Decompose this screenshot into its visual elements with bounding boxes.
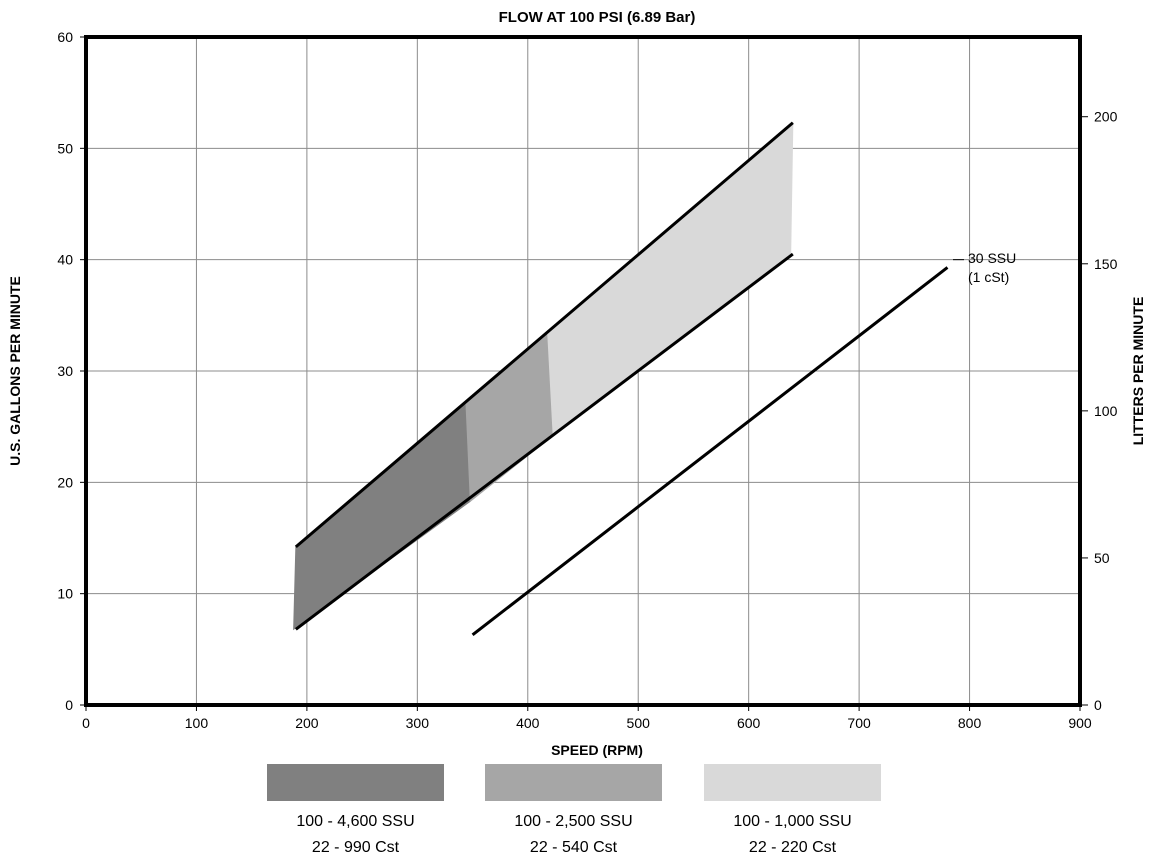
y-tick-label: 60 xyxy=(57,29,73,45)
y2-axis-title: LITTERS PER MINUTE xyxy=(1130,297,1146,446)
x-tick-label: 200 xyxy=(295,715,319,731)
y-tick-label: 10 xyxy=(57,586,73,602)
y-tick-label: 0 xyxy=(65,697,73,713)
legend-sublabel-1: 22 - 990 Cst xyxy=(312,839,400,856)
y-tick-label: 30 xyxy=(57,363,73,379)
data-lines xyxy=(294,121,964,637)
x-tick-label: 400 xyxy=(516,715,540,731)
x-tick-label: 100 xyxy=(185,715,209,731)
y2-tick-label: 200 xyxy=(1094,109,1118,125)
y2-tick-label: 50 xyxy=(1094,550,1110,566)
legend-label-1: 100 - 4,600 SSU xyxy=(296,813,414,830)
series-annotation-line2: (1 cSt) xyxy=(968,269,1009,285)
series-annotation-line1: 30 SSU xyxy=(968,250,1016,266)
x-tick-label: 600 xyxy=(737,715,761,731)
x-tick-label: 700 xyxy=(847,715,871,731)
x-tick-label: 0 xyxy=(82,715,90,731)
axis-ticks: 0 100 200 300 400 500 600 700 800 900010203040506… xyxy=(57,29,1117,731)
legend-sublabel-3: 22 - 220 Cst xyxy=(749,839,837,856)
legend: 100 - 4,600 SSU 22 - 990 Cst 100 - 2,500 S… xyxy=(267,764,881,856)
flow-band xyxy=(293,121,794,631)
band-lower-line xyxy=(294,252,794,631)
y2-tick-label: 0 xyxy=(1094,697,1102,713)
y-tick-label: 20 xyxy=(57,474,73,490)
band-upper-line xyxy=(294,121,794,549)
legend-swatch-3 xyxy=(704,764,881,801)
legend-label-3: 100 - 1,000 SSU xyxy=(733,813,851,830)
y2-tick-label: 100 xyxy=(1094,403,1118,419)
y-tick-label: 40 xyxy=(57,252,73,268)
band-region-2 xyxy=(465,330,554,503)
y-tick-label: 50 xyxy=(57,140,73,156)
y-axis-title: U.S. GALLONS PER MINUTE xyxy=(7,276,23,466)
series-line-1 xyxy=(471,266,949,637)
legend-swatch-1 xyxy=(267,764,444,801)
legend-label-2: 100 - 2,500 SSU xyxy=(514,813,632,830)
legend-swatch-2 xyxy=(485,764,662,801)
chart-title: FLOW AT 100 PSI (6.89 Bar) xyxy=(499,9,696,26)
legend-sublabel-2: 22 - 540 Cst xyxy=(530,839,618,856)
x-tick-label: 900 xyxy=(1068,715,1092,731)
y2-tick-label: 150 xyxy=(1094,256,1118,272)
x-tick-label: 300 xyxy=(406,715,430,731)
x-axis-title: SPEED (RPM) xyxy=(551,742,643,758)
x-tick-label: 500 xyxy=(627,715,651,731)
x-tick-label: 800 xyxy=(958,715,982,731)
band-region-3 xyxy=(547,121,794,437)
